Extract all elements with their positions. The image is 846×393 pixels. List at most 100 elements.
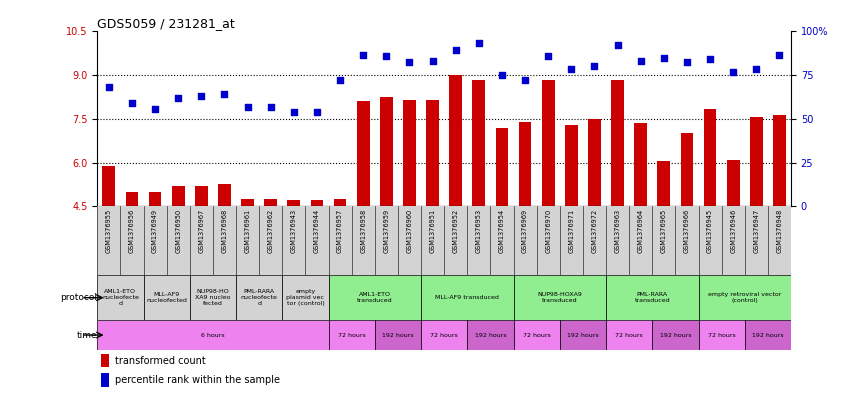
Bar bbox=[560, 320, 606, 350]
Text: GSM1376944: GSM1376944 bbox=[314, 208, 320, 253]
Point bbox=[310, 108, 324, 115]
Point bbox=[403, 59, 416, 65]
Text: GSM1376969: GSM1376969 bbox=[522, 208, 528, 253]
Point bbox=[102, 84, 116, 90]
Bar bbox=[472, 79, 486, 206]
Bar bbox=[704, 109, 717, 206]
Point bbox=[727, 69, 740, 75]
Bar bbox=[496, 128, 508, 206]
Point bbox=[772, 51, 786, 58]
Text: MLL-AF9 transduced: MLL-AF9 transduced bbox=[436, 295, 499, 300]
Bar bbox=[172, 186, 184, 206]
Bar bbox=[449, 75, 462, 206]
Text: PML-RARA
nucleofecte
d: PML-RARA nucleofecte d bbox=[241, 289, 277, 306]
Text: GSM1376964: GSM1376964 bbox=[638, 208, 644, 253]
Bar bbox=[190, 275, 236, 320]
Point bbox=[426, 57, 439, 64]
Text: 192 hours: 192 hours bbox=[752, 332, 783, 338]
Bar bbox=[606, 275, 699, 320]
Text: GSM1376956: GSM1376956 bbox=[129, 208, 135, 253]
Text: GSM1376958: GSM1376958 bbox=[360, 208, 366, 253]
Text: GSM1376966: GSM1376966 bbox=[684, 208, 690, 253]
Point bbox=[703, 56, 717, 62]
Text: GDS5059 / 231281_at: GDS5059 / 231281_at bbox=[97, 17, 235, 30]
Point bbox=[125, 100, 139, 106]
Point bbox=[564, 66, 578, 72]
Bar bbox=[195, 186, 208, 206]
Bar bbox=[565, 125, 578, 206]
Text: GSM1376957: GSM1376957 bbox=[337, 208, 343, 253]
Bar bbox=[125, 192, 139, 206]
Bar bbox=[101, 354, 109, 367]
Text: GSM1376962: GSM1376962 bbox=[267, 208, 274, 253]
Point bbox=[541, 53, 555, 59]
Text: 192 hours: 192 hours bbox=[475, 332, 506, 338]
Point bbox=[195, 92, 208, 99]
Text: 192 hours: 192 hours bbox=[567, 332, 599, 338]
Bar bbox=[588, 119, 601, 206]
Bar bbox=[264, 199, 277, 206]
Text: 72 hours: 72 hours bbox=[338, 332, 365, 338]
Point bbox=[472, 40, 486, 46]
Bar bbox=[611, 79, 624, 206]
Bar bbox=[744, 320, 791, 350]
Text: time: time bbox=[77, 331, 97, 340]
Bar bbox=[97, 275, 144, 320]
Bar bbox=[403, 100, 416, 206]
Point bbox=[588, 63, 602, 70]
Bar bbox=[288, 200, 300, 206]
Text: GSM1376968: GSM1376968 bbox=[222, 208, 228, 253]
Bar bbox=[606, 320, 652, 350]
Text: GSM1376955: GSM1376955 bbox=[106, 208, 112, 253]
Text: GSM1376961: GSM1376961 bbox=[244, 208, 250, 253]
Text: GSM1376950: GSM1376950 bbox=[175, 208, 181, 253]
Point bbox=[611, 41, 624, 48]
Text: GSM1376948: GSM1376948 bbox=[777, 208, 783, 253]
Text: GSM1376960: GSM1376960 bbox=[406, 208, 413, 253]
Bar bbox=[773, 114, 786, 206]
Bar bbox=[680, 134, 694, 206]
Bar bbox=[380, 97, 393, 206]
Bar bbox=[328, 320, 375, 350]
Bar bbox=[357, 101, 370, 206]
Text: 6 hours: 6 hours bbox=[201, 332, 225, 338]
Text: GSM1376970: GSM1376970 bbox=[545, 208, 552, 253]
Bar bbox=[421, 275, 514, 320]
Text: GSM1376947: GSM1376947 bbox=[753, 208, 760, 253]
Bar bbox=[514, 275, 606, 320]
Bar bbox=[328, 275, 421, 320]
Bar bbox=[519, 122, 531, 206]
Bar bbox=[236, 275, 283, 320]
Text: 72 hours: 72 hours bbox=[708, 332, 735, 338]
Text: GSM1376943: GSM1376943 bbox=[291, 208, 297, 253]
Bar bbox=[101, 373, 109, 387]
Bar bbox=[699, 275, 791, 320]
Point bbox=[264, 104, 277, 110]
Bar bbox=[657, 161, 670, 206]
Point bbox=[333, 76, 347, 83]
Text: GSM1376946: GSM1376946 bbox=[730, 208, 736, 253]
Text: AML1-ETO
nucleofecte
d: AML1-ETO nucleofecte d bbox=[102, 289, 139, 306]
Point bbox=[287, 108, 300, 115]
Bar bbox=[514, 320, 560, 350]
Bar bbox=[102, 165, 115, 206]
Bar bbox=[750, 118, 763, 206]
Text: AML1-ETO
transduced: AML1-ETO transduced bbox=[357, 292, 393, 303]
Text: GSM1376954: GSM1376954 bbox=[499, 208, 505, 253]
Text: protocol: protocol bbox=[60, 293, 97, 302]
Point bbox=[356, 51, 370, 58]
Bar bbox=[310, 200, 323, 206]
Bar bbox=[467, 320, 514, 350]
Text: NUP98-HO
XA9 nucleo
fected: NUP98-HO XA9 nucleo fected bbox=[195, 289, 231, 306]
Bar bbox=[218, 184, 231, 206]
Bar bbox=[652, 320, 699, 350]
Text: transformed count: transformed count bbox=[115, 356, 206, 366]
Bar bbox=[97, 206, 791, 275]
Text: GSM1376949: GSM1376949 bbox=[152, 208, 158, 253]
Text: GSM1376945: GSM1376945 bbox=[707, 208, 713, 253]
Text: empty retroviral vector
(control): empty retroviral vector (control) bbox=[708, 292, 782, 303]
Bar bbox=[699, 320, 744, 350]
Text: GSM1376965: GSM1376965 bbox=[661, 208, 667, 253]
Point bbox=[217, 91, 231, 97]
Text: percentile rank within the sample: percentile rank within the sample bbox=[115, 375, 280, 386]
